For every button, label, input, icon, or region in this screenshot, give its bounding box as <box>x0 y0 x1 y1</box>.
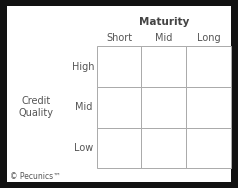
Bar <box>186 128 231 168</box>
Bar <box>97 46 141 87</box>
Bar <box>186 87 231 128</box>
Bar <box>97 128 141 168</box>
Text: Maturity: Maturity <box>139 17 189 27</box>
Text: Short: Short <box>106 33 132 42</box>
Bar <box>141 128 186 168</box>
Text: Mid: Mid <box>155 33 173 42</box>
Text: High: High <box>72 62 94 72</box>
Bar <box>141 87 186 128</box>
Bar <box>186 46 231 87</box>
Bar <box>97 87 141 128</box>
Text: Credit
Quality: Credit Quality <box>19 96 54 118</box>
Text: © Pecunics™: © Pecunics™ <box>10 172 60 181</box>
Text: Mid: Mid <box>75 102 92 112</box>
Text: Low: Low <box>74 143 93 153</box>
Text: Long: Long <box>197 33 220 42</box>
Bar <box>141 46 186 87</box>
